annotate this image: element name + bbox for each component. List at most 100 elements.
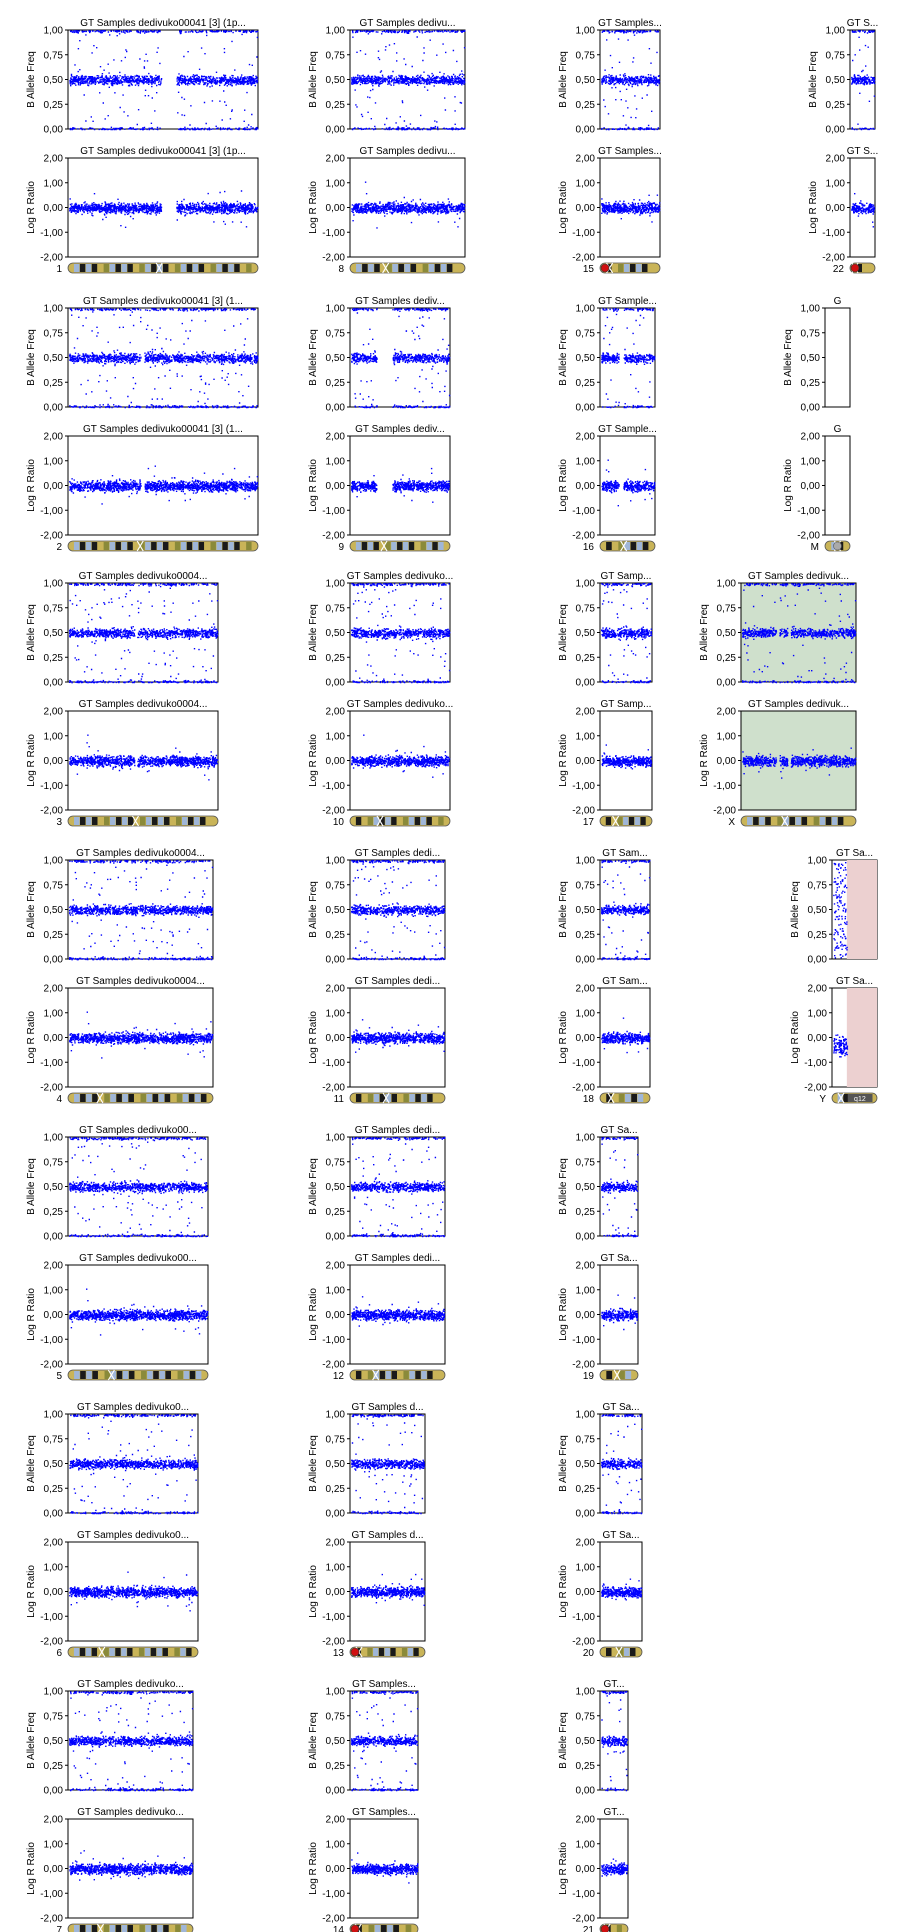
tick-label: 0,00 [576, 481, 596, 492]
tick-label: -1,00 [572, 1889, 595, 1900]
baf-data-points [69, 30, 259, 131]
tick-label: 0,00 [576, 756, 596, 767]
chromosome-label: 12 [333, 1371, 345, 1382]
lrr-panel-title: GT Samples dedivuko... [347, 699, 454, 710]
chromosome-ideogram [599, 540, 656, 552]
lrr-axis-label: Log R Ratio [558, 1842, 569, 1895]
lrr-axis-label: Log R Ratio [308, 1842, 319, 1895]
tick-label: -1,00 [572, 781, 595, 792]
tick-label: 0,75 [44, 880, 64, 891]
tick-label: 0,75 [576, 603, 596, 614]
tick-label: 2,00 [808, 984, 828, 995]
lrr-panel-title: GT Samples... [598, 146, 662, 157]
tick-label: 0,25 [576, 930, 596, 941]
chromosome-label: M [811, 542, 819, 553]
tick-label: 0,75 [576, 1434, 596, 1445]
tick-label: -2,00 [40, 1637, 63, 1648]
tick-label: 0,25 [44, 930, 64, 941]
baf-axis-label: B Allele Freq [699, 604, 710, 661]
baf-data-points [69, 583, 219, 684]
chromosome-ideogram [67, 1646, 199, 1658]
chromosome-label: 3 [56, 817, 62, 828]
chromosome-panel-8: GT Samples dedivu... 1,00 0,75 0,50 0,25 0,00… [308, 18, 466, 275]
tick-label: 0,00 [326, 1587, 346, 1598]
tick-label: 1,00 [576, 178, 596, 189]
lrr-data-points [742, 747, 857, 779]
lrr-axis-label: Log R Ratio [699, 734, 710, 787]
tick-label: 0,25 [44, 1761, 64, 1772]
tick-label: -1,00 [572, 1612, 595, 1623]
tick-label: 2,00 [576, 432, 596, 443]
tick-label: 0,75 [326, 603, 346, 614]
tick-label: 2,00 [44, 1538, 64, 1549]
baf-data-points [69, 308, 259, 409]
tick-label: 0,00 [576, 1786, 596, 1797]
tick-label: 1,00 [326, 26, 346, 37]
baf-data-points [601, 30, 661, 131]
lrr-axis-label: Log R Ratio [558, 459, 569, 512]
chromosome-label: 20 [583, 1648, 595, 1659]
chromosome-ideogram [349, 815, 451, 827]
tick-label: 1,00 [576, 1562, 596, 1573]
tick-label: -2,00 [822, 253, 845, 264]
tick-label: 0,00 [576, 403, 596, 414]
tick-label: 2,00 [326, 984, 346, 995]
tick-label: 0,50 [326, 1736, 346, 1747]
tick-label: 0,00 [44, 1033, 64, 1044]
tick-label: -1,00 [572, 506, 595, 517]
chromosome-ideogram [599, 262, 661, 274]
tick-label: 0,00 [44, 481, 64, 492]
tick-label: 0,00 [576, 678, 596, 689]
lrr-axis-label: Log R Ratio [558, 1565, 569, 1618]
chromosome-panel-11: GT Samples dedi... 1,00 0,75 0,50 0,25 0,00 B … [308, 848, 446, 1105]
tick-label: -1,00 [40, 1889, 63, 1900]
tick-label: 0,00 [826, 125, 846, 136]
baf-panel-title: GT Samples dedivuko00041 [3] (1... [83, 296, 243, 307]
lrr-data-points [351, 1573, 426, 1606]
chromosome-panel-16: GT Sample...1,000,750,500,250,00B Allele… [558, 296, 657, 553]
chromosome-panel-6: GT Samples dedivuko0... 1,00 0,75 0,50 0,25 0… [26, 1402, 199, 1659]
lrr-panel-title: GT Sa... [600, 1253, 637, 1264]
tick-label: -2,00 [572, 1914, 595, 1925]
chromosome-panel-3: GT Samples dedivuko0004... 1,00 0,75 0,50 0,… [26, 571, 219, 828]
baf-axis-label: B Allele Freq [308, 1435, 319, 1492]
chromosome-ideogram: q12 [831, 1092, 878, 1104]
lrr-axis-label: Log R Ratio [558, 1288, 569, 1341]
lrr-axis-label: Log R Ratio [26, 1565, 37, 1618]
tick-label: 0,00 [326, 481, 346, 492]
baf-data-points [833, 862, 848, 959]
lrr-data-points [69, 1571, 199, 1612]
tick-label: -2,00 [40, 253, 63, 264]
chromosome-label: 2 [56, 542, 62, 553]
tick-label: 1,00 [44, 1687, 64, 1698]
lrr-data-points [351, 1019, 446, 1053]
tick-label: 0,50 [326, 353, 346, 364]
lrr-data-points [601, 1578, 643, 1601]
baf-panel-title: GT Samples dedivu... [360, 18, 456, 29]
tick-label: 0,75 [326, 328, 346, 339]
lrr-axis-label: Log R Ratio [308, 1288, 319, 1341]
tick-label: 0,75 [44, 1434, 64, 1445]
tick-label: 0,00 [326, 203, 346, 214]
tick-label: 2,00 [576, 1538, 596, 1549]
tick-label: 0,00 [826, 203, 846, 214]
tick-label: 1,00 [576, 1285, 596, 1296]
chromosome-label: 17 [583, 817, 595, 828]
lrr-axis-label: Log R Ratio [308, 734, 319, 787]
tick-label: -1,00 [322, 228, 345, 239]
tick-label: 0,75 [44, 1711, 64, 1722]
tick-label: -1,00 [572, 228, 595, 239]
lrr-panel-title: GT Samples d... [351, 1530, 423, 1541]
tick-label: 1,00 [576, 1008, 596, 1019]
tick-label: 0,50 [44, 75, 64, 86]
chromosome-panel-20: GT Sa... 1,00 0,75 0,50 0,25 0,00 B Allele Fre… [558, 1402, 643, 1659]
chromosome-label: 16 [583, 542, 595, 553]
tick-label: 0,25 [44, 100, 64, 111]
tick-label: 1,00 [826, 26, 846, 37]
tick-label: -1,00 [40, 1335, 63, 1346]
chromosome-ideogram [67, 1923, 194, 1932]
lrr-panel-title: GT S... [847, 146, 879, 157]
tick-label: 0,00 [576, 1509, 596, 1520]
tick-label: -1,00 [40, 1612, 63, 1623]
tick-label: 0,50 [826, 75, 846, 86]
